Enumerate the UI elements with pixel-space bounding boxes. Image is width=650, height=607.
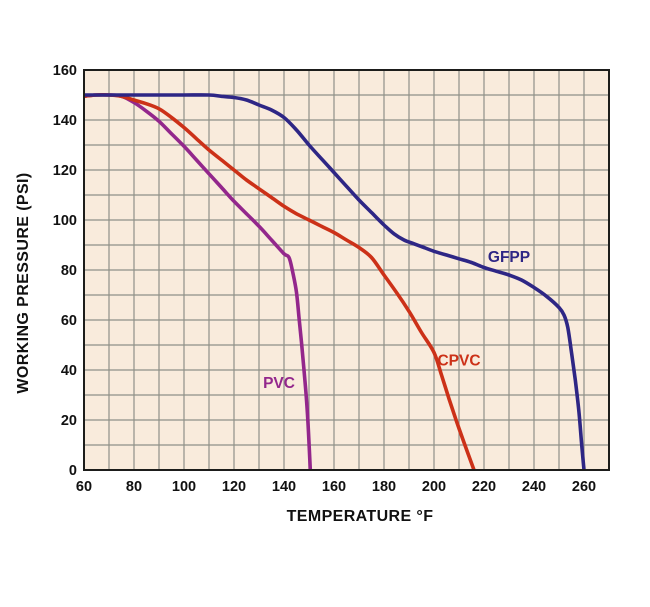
y-tick-label-120: 120	[53, 163, 77, 179]
x-tick-label-220: 220	[472, 479, 496, 495]
y-tick-label-40: 40	[61, 363, 77, 379]
y-tick-label-80: 80	[61, 263, 77, 279]
curves	[84, 93, 586, 470]
x-tick-label-260: 260	[572, 479, 596, 495]
x-tick-label-200: 200	[422, 479, 446, 495]
y-tick-label-60: 60	[61, 313, 77, 329]
y-tick-label-20: 20	[61, 413, 77, 429]
x-axis-title: TEMPERATURE °F	[287, 508, 434, 525]
curve-pvc	[84, 93, 313, 470]
plot-border	[83, 69, 610, 471]
curve-label-pvc: PVC	[263, 375, 295, 392]
x-axis-tick-labels: 60 80 100 120 140 160 180 200 220 240 260	[76, 479, 596, 495]
x-tick-label-160: 160	[322, 479, 346, 495]
curve-cpvc	[84, 93, 476, 470]
y-axis-tick-labels: 0 20 40 60 80 100 120 140 160	[53, 63, 77, 479]
x-tick-label-100: 100	[172, 479, 196, 495]
y-tick-label-100: 100	[53, 213, 77, 229]
y-tick-label-0: 0	[69, 463, 77, 479]
curve-label-gfpp: GFPP	[488, 249, 530, 266]
y-axis-title: WORKING PRESSURE (PSI)	[15, 172, 32, 393]
curve-labels: PVC CPVC GFPP	[263, 249, 530, 392]
x-tick-label-60: 60	[76, 479, 92, 495]
x-tick-label-180: 180	[372, 479, 396, 495]
curve-label-cpvc: CPVC	[437, 353, 480, 370]
x-tick-label-140: 140	[272, 479, 296, 495]
y-tick-label-160: 160	[53, 63, 77, 79]
curve-gfpp	[84, 93, 586, 470]
x-tick-label-120: 120	[222, 479, 246, 495]
x-tick-label-240: 240	[522, 479, 546, 495]
x-tick-label-80: 80	[126, 479, 142, 495]
y-tick-label-140: 140	[53, 113, 77, 129]
